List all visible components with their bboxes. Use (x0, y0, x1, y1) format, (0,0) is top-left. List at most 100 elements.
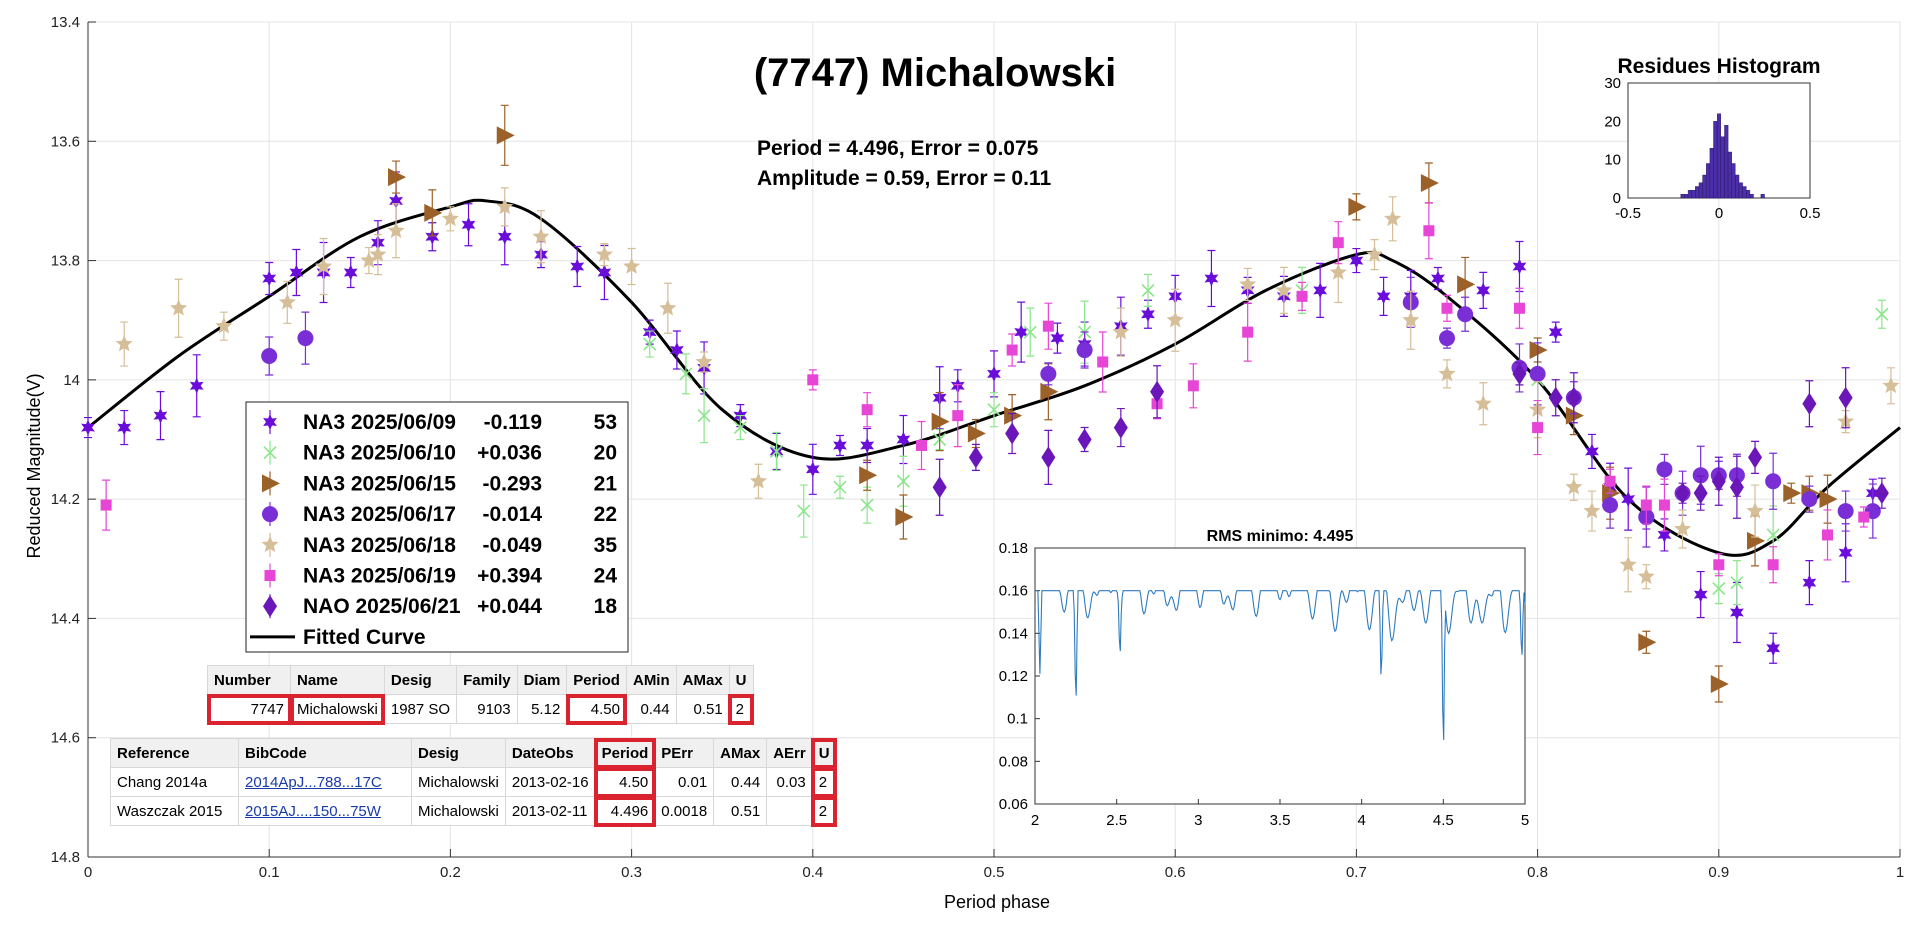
data-point (1710, 675, 1729, 694)
data-point (733, 421, 747, 435)
data-point (1023, 325, 1037, 339)
ref-header-u: U (811, 737, 838, 769)
data-point (1112, 323, 1130, 340)
data-point (1420, 174, 1439, 193)
data-point (461, 216, 476, 233)
data-point (1040, 382, 1059, 401)
ref-perr: 0.0018 (654, 796, 715, 826)
data-point (807, 374, 819, 386)
table-row: Chang 2014a 2014ApJ...788...17C Michalow… (110, 766, 838, 798)
data-point (659, 299, 677, 316)
data-point (570, 258, 585, 275)
legend-count: 20 (594, 442, 617, 465)
data-point (1566, 386, 1581, 409)
data-point (932, 476, 947, 499)
data-point (117, 419, 132, 436)
data-point (1441, 302, 1453, 314)
ref-reference: Chang 2014a (110, 767, 239, 797)
lcdb-diam: 5.12 (516, 694, 568, 724)
data-point (1313, 282, 1328, 299)
hist-bar (1680, 193, 1685, 199)
data-point (1512, 258, 1527, 275)
x-tick-label: 0 (84, 864, 92, 881)
y-tick-label: 14 (63, 372, 80, 389)
lcdb-amin: 0.44 (625, 694, 677, 724)
legend-offset: -0.119 (484, 411, 542, 434)
data-point (1675, 482, 1690, 505)
x-tick-label: 0.2 (440, 864, 461, 881)
lcdb-header: U (728, 665, 754, 695)
rms-curve (1034, 589, 1526, 741)
data-point (1332, 237, 1344, 249)
legend-marker (261, 535, 279, 553)
lcdb-header: AMin (625, 665, 677, 695)
data-point (1802, 392, 1817, 415)
data-point (1858, 511, 1870, 523)
data-point (424, 203, 443, 222)
hist-x-tick-label: 0 (1715, 205, 1723, 222)
amplitude-summary: Amplitude = 0.59, Error = 0.11 (757, 167, 1051, 190)
ref-desig: Michalowski (411, 767, 506, 797)
x-tick-label: 0.3 (621, 864, 642, 881)
rms-x-tick-label: 2 (1031, 812, 1039, 829)
rms-inset: RMS minimo: 4.495 2 2.5 3 3.5 4 4.5 5 0.06 0.08 0.… (999, 528, 1529, 829)
bibcode-link[interactable]: 2014ApJ...788...17C (245, 773, 382, 791)
rms-x-tick-label: 4 (1357, 812, 1365, 829)
hist-bar (1731, 163, 1736, 199)
data-point (859, 466, 878, 485)
legend-count: 35 (594, 534, 618, 557)
legend-label: NA3 2025/06/15 (303, 472, 456, 495)
lcdb-desig: 1987 SO (383, 694, 458, 724)
legend-label: NA3 2025/06/17 (303, 503, 456, 526)
hist-bar (1702, 174, 1707, 199)
data-point (1296, 290, 1308, 302)
data-point (952, 410, 964, 422)
x-tick-label: 0.5 (984, 864, 1005, 881)
ref-desig: Michalowski (411, 796, 506, 826)
hist-y-tick-label: 10 (1604, 152, 1621, 169)
data-point (1457, 275, 1476, 294)
rms-title: RMS minimo: 4.495 (1207, 528, 1354, 545)
data-point (1730, 576, 1744, 590)
data-point (1513, 302, 1525, 314)
data-point (679, 367, 693, 381)
data-point (805, 461, 820, 478)
data-point (1819, 490, 1838, 509)
data-point (1638, 633, 1657, 652)
legend-label: NA3 2025/06/19 (303, 565, 456, 588)
data-point (1548, 386, 1563, 409)
data-point (1006, 344, 1018, 356)
data-point (315, 257, 333, 274)
hist-x-tick-label: 0.5 (1800, 205, 1821, 222)
data-point (153, 407, 168, 424)
data-point (1874, 482, 1889, 505)
data-point (1097, 356, 1109, 368)
bibcode-link[interactable]: 2015AJ....150...75W (245, 802, 381, 820)
hist-bar (1738, 182, 1743, 199)
legend-count: 22 (594, 503, 617, 526)
data-point (916, 439, 928, 451)
legend-offset: +0.036 (477, 442, 542, 465)
hist-y-tick-label: 20 (1604, 113, 1621, 130)
ref-u: 2 (811, 795, 838, 827)
data-point (389, 192, 403, 209)
data-point (1585, 443, 1599, 460)
lcdb-header: Number (207, 665, 291, 695)
data-point (1242, 326, 1254, 338)
ref-reference: Waszczak 2015 (110, 796, 239, 826)
data-point (987, 403, 1001, 417)
hist-bar (1713, 121, 1718, 199)
data-point (1711, 470, 1726, 493)
ref-header: PErr (654, 738, 715, 768)
data-point (1349, 252, 1364, 269)
data-point (1602, 497, 1619, 514)
data-point (369, 245, 387, 262)
legend-fitted-label: Fitted Curve (303, 626, 426, 649)
data-point (1532, 422, 1544, 434)
data-point (1674, 520, 1692, 537)
data-point (289, 264, 304, 281)
data-point (1077, 428, 1092, 451)
y-tick-label: 14.2 (51, 491, 80, 508)
data-point (170, 299, 188, 316)
hist-bar (1687, 190, 1692, 199)
